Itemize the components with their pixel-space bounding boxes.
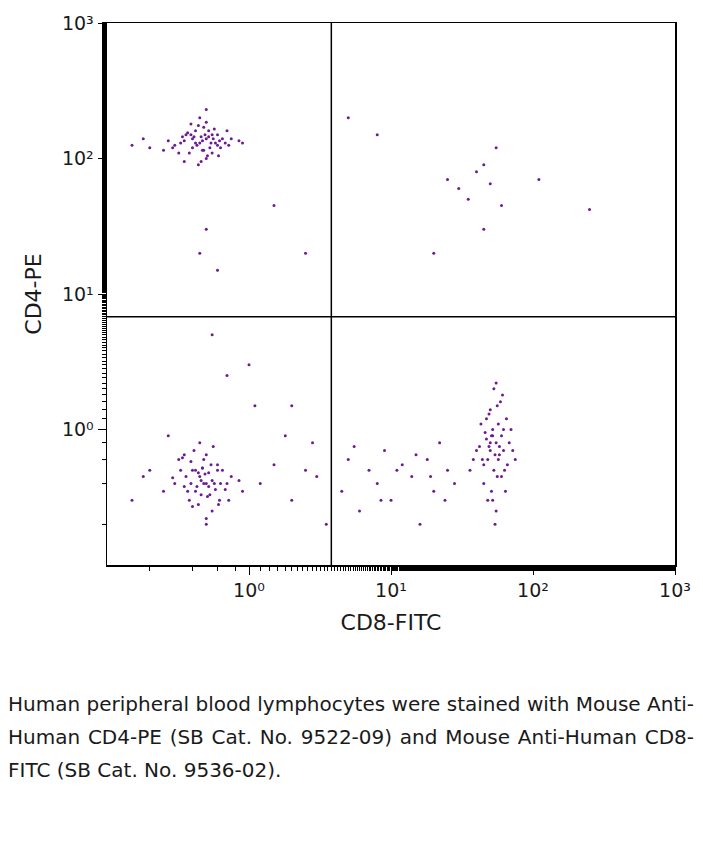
svg-text:10⁰: 10⁰ <box>62 418 94 440</box>
svg-text:10³: 10³ <box>659 579 691 601</box>
svg-text:CD8-FITC: CD8-FITC <box>341 610 442 635</box>
svg-text:10¹: 10¹ <box>62 283 94 305</box>
svg-text:10¹: 10¹ <box>375 579 407 601</box>
svg-text:10⁰: 10⁰ <box>233 579 265 601</box>
svg-text:10²: 10² <box>62 147 94 169</box>
svg-text:10³: 10³ <box>62 12 94 34</box>
html-text:Human peripheral blood lymphoc: Human peripheral blood lymphocytes were … <box>8 692 694 782</box>
svg-text:CD4-PE: CD4-PE <box>21 253 46 334</box>
svg-text:10²: 10² <box>517 579 549 601</box>
